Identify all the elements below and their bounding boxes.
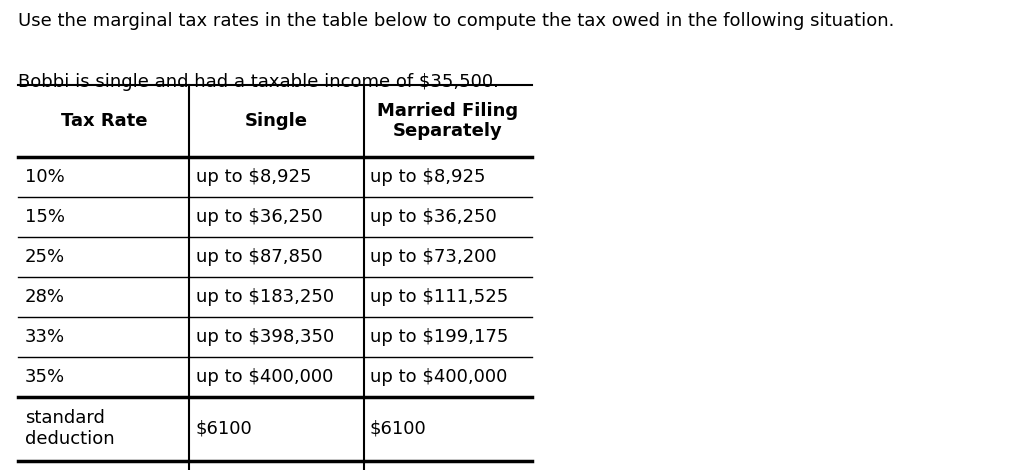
Text: 28%: 28% [25, 288, 65, 306]
Text: $6100: $6100 [370, 420, 426, 438]
Text: up to $8,925: up to $8,925 [196, 168, 311, 187]
Text: Tax Rate: Tax Rate [60, 112, 147, 130]
Text: up to $8,925: up to $8,925 [370, 168, 485, 187]
Text: up to $36,250: up to $36,250 [196, 208, 323, 227]
Text: up to $36,250: up to $36,250 [370, 208, 497, 227]
Text: up to $73,200: up to $73,200 [370, 248, 497, 266]
Text: standard
deduction: standard deduction [25, 409, 115, 448]
Text: up to $87,850: up to $87,850 [196, 248, 323, 266]
Text: up to $199,175: up to $199,175 [370, 328, 508, 346]
Text: Single: Single [245, 112, 308, 130]
Text: up to $183,250: up to $183,250 [196, 288, 334, 306]
Text: $6100: $6100 [196, 420, 252, 438]
Text: up to $400,000: up to $400,000 [370, 368, 507, 386]
Text: Bobbi is single and had a taxable income of $35,500.: Bobbi is single and had a taxable income… [18, 73, 500, 91]
Text: 15%: 15% [25, 208, 65, 227]
Text: 35%: 35% [25, 368, 65, 386]
Text: Use the marginal tax rates in the table below to compute the tax owed in the fol: Use the marginal tax rates in the table … [18, 12, 895, 30]
Text: 25%: 25% [25, 248, 65, 266]
Text: Married Filing
Separately: Married Filing Separately [378, 102, 518, 141]
Text: up to $111,525: up to $111,525 [370, 288, 508, 306]
Text: 10%: 10% [25, 168, 65, 187]
Text: up to $398,350: up to $398,350 [196, 328, 334, 346]
Text: up to $400,000: up to $400,000 [196, 368, 333, 386]
Text: 33%: 33% [25, 328, 65, 346]
